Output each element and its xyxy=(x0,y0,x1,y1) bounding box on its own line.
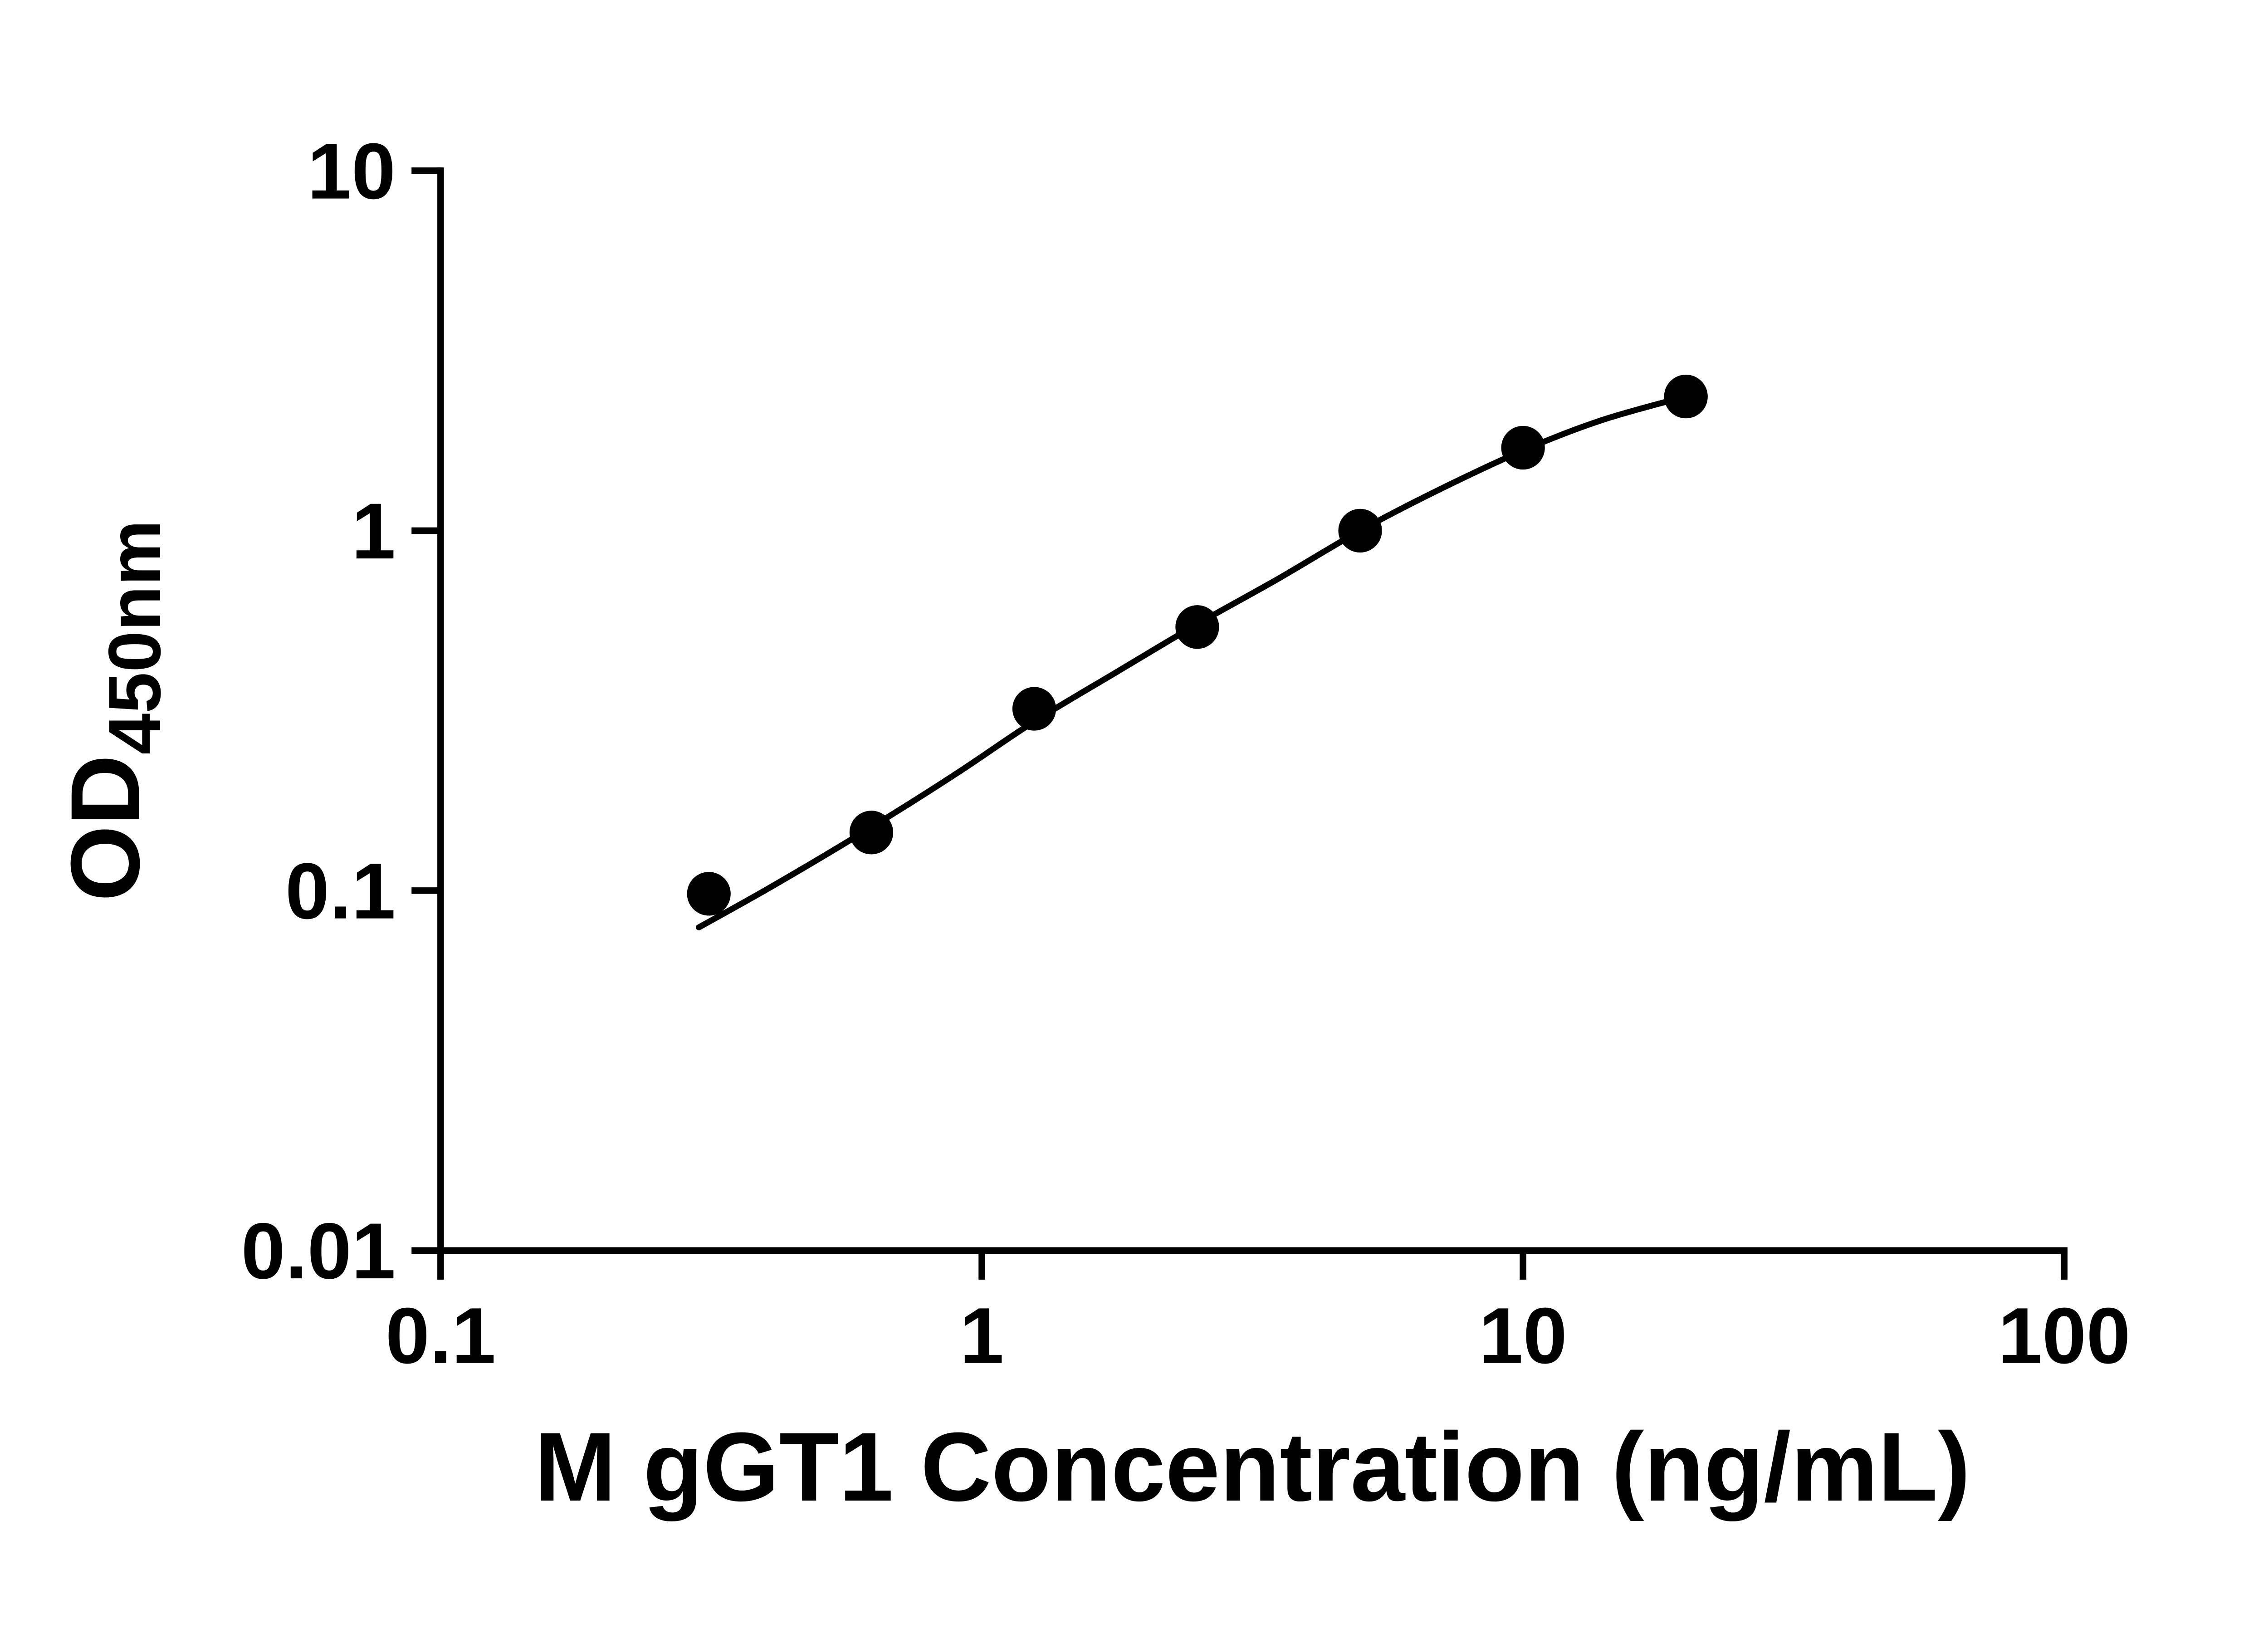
y-axis-title: OD450nm xyxy=(50,520,176,901)
y-tick-label: 10 xyxy=(308,127,396,216)
x-tick-label: 1 xyxy=(960,1292,1004,1380)
y-tick-label: 0.1 xyxy=(285,847,396,936)
data-point xyxy=(1012,687,1056,731)
x-tick-label: 0.1 xyxy=(386,1292,496,1380)
x-axis-title: M gGT1 Concentration (ng/mL) xyxy=(534,1412,1970,1521)
data-point xyxy=(1501,425,1545,470)
tick-marks xyxy=(411,167,2068,1280)
x-tick-label: 100 xyxy=(1998,1292,2131,1380)
x-tick-label: 10 xyxy=(1479,1292,1567,1380)
y-tick-label: 0.01 xyxy=(241,1207,396,1296)
y-tick-label: 1 xyxy=(352,487,396,576)
axes xyxy=(437,167,2068,1254)
data-series xyxy=(687,374,1708,916)
data-point xyxy=(1175,605,1219,649)
data-point xyxy=(687,872,731,916)
data-point xyxy=(849,811,894,855)
data-point xyxy=(1338,508,1382,553)
fit-curve xyxy=(695,393,1689,931)
data-point xyxy=(1664,374,1708,419)
